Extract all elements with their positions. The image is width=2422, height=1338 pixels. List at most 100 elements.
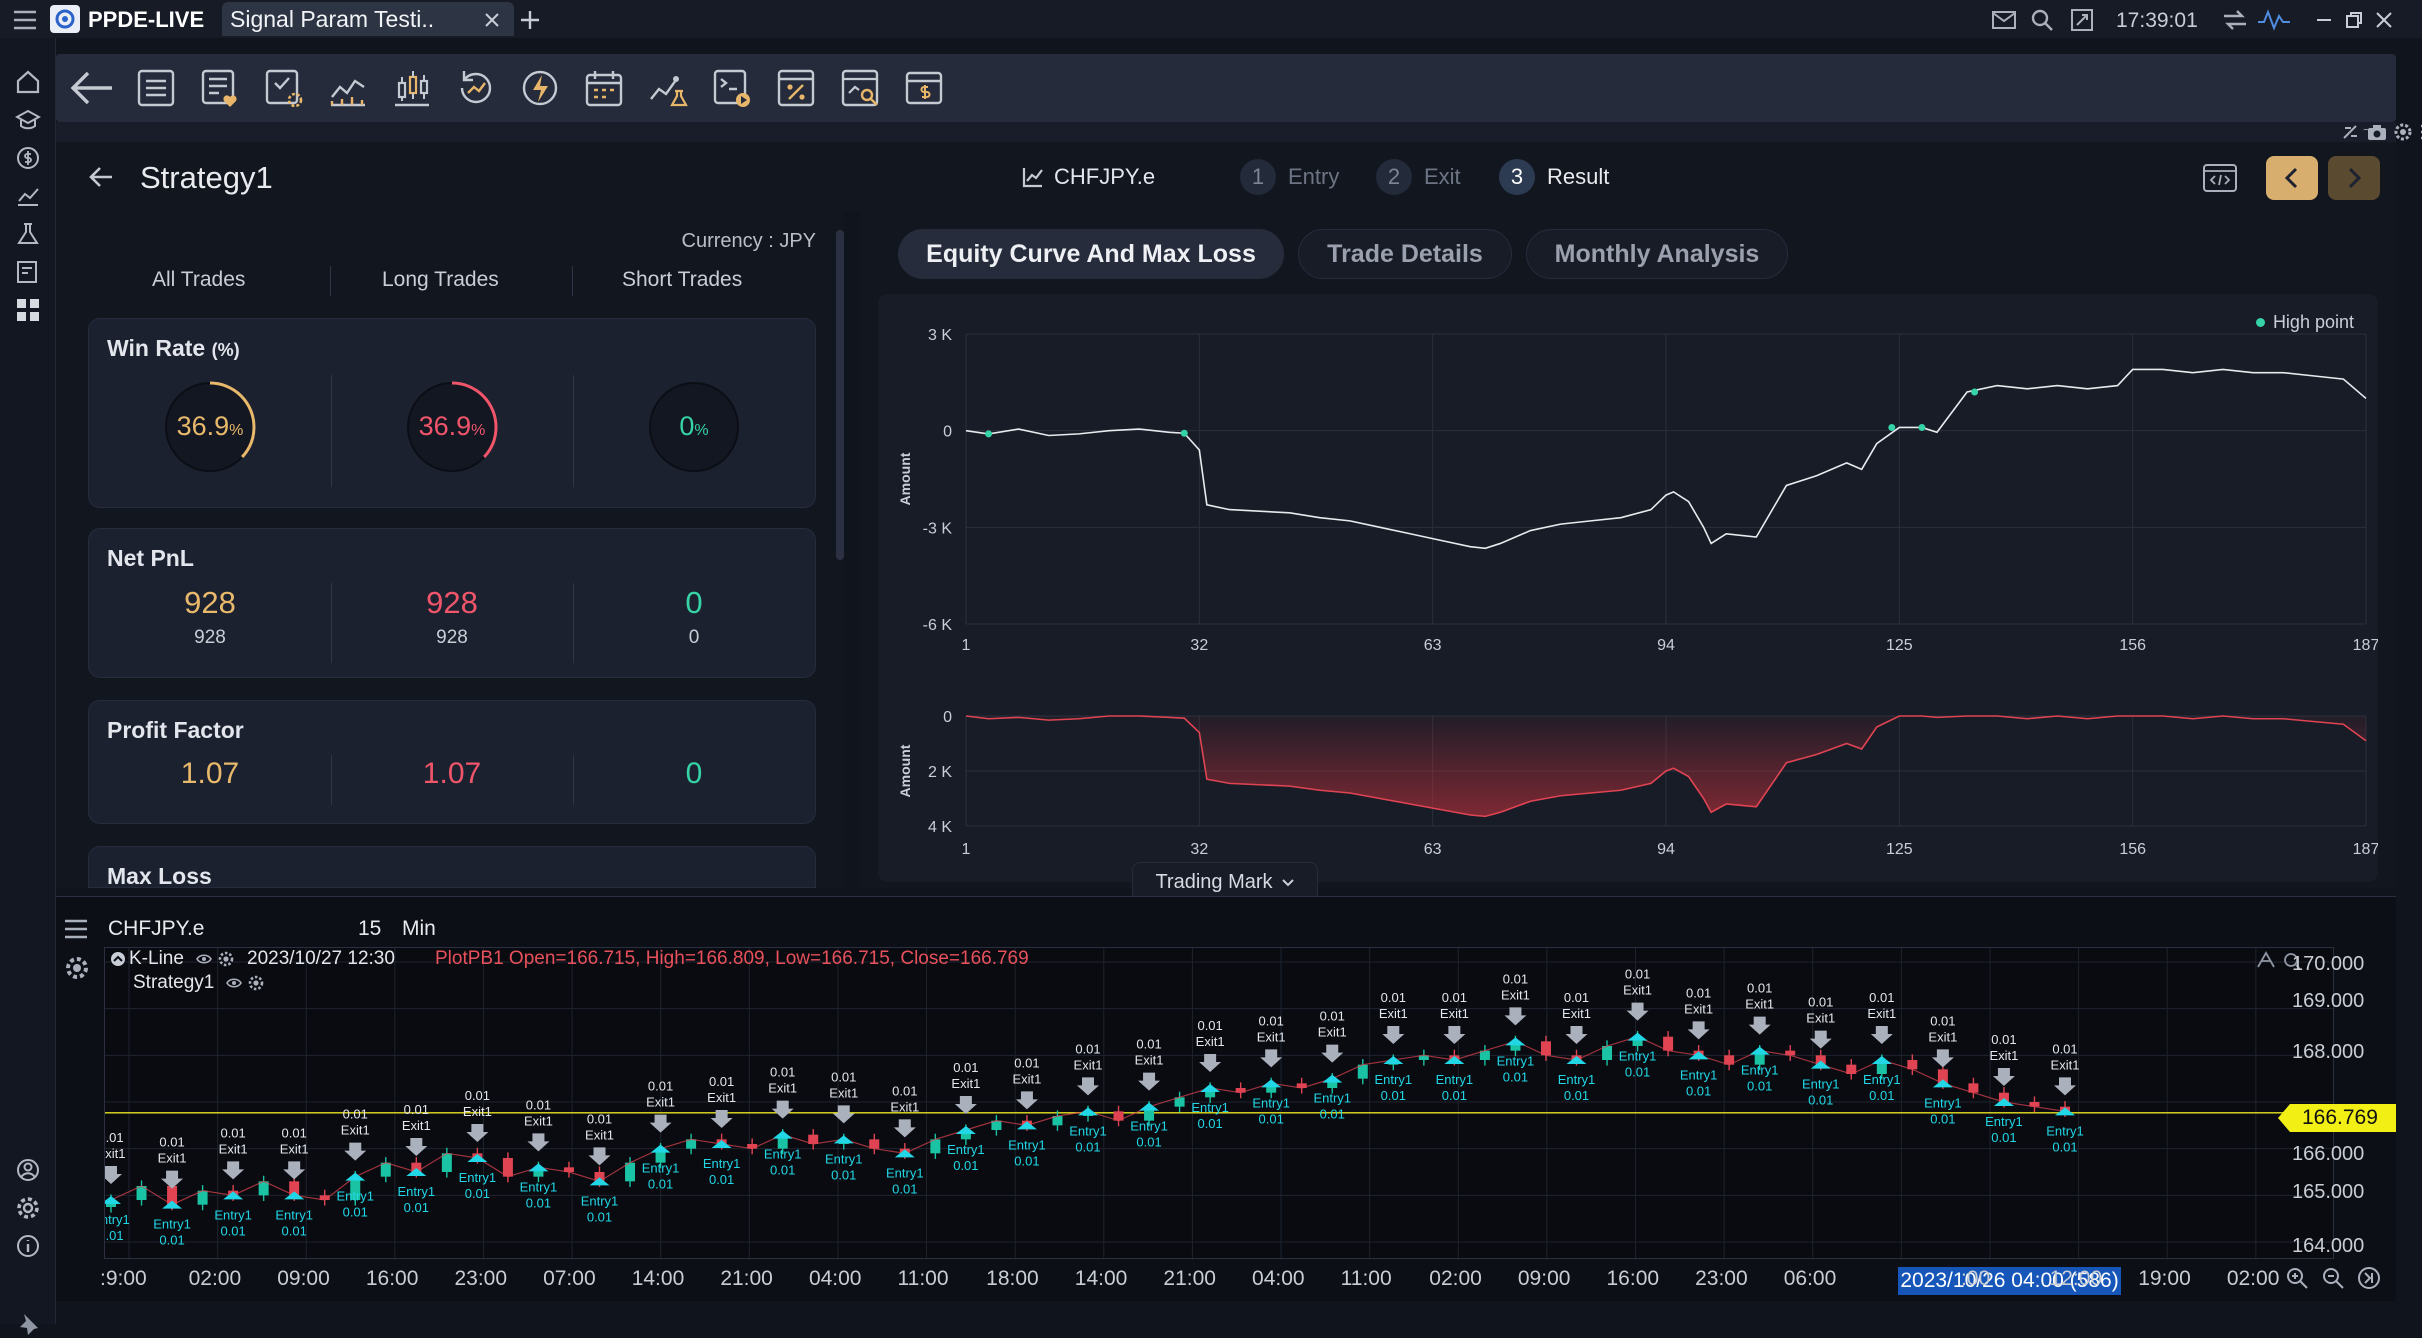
list-icon[interactable] [130, 62, 182, 114]
entry-arrow-mark [1016, 1121, 1037, 1130]
trading-mark-toggle[interactable]: Trading Mark [1132, 862, 1318, 902]
panel-menu-icon[interactable] [2418, 122, 2422, 142]
notes-icon[interactable] [14, 258, 42, 286]
connection-switch-icon[interactable] [2220, 7, 2250, 33]
trade-qty-label: 0.01 [1625, 1065, 1650, 1080]
trade-qty-label: 0.01 [1075, 1139, 1100, 1154]
billing-icon[interactable] [898, 62, 950, 114]
restore-icon[interactable] [2342, 10, 2366, 30]
indicator-visibility-icon[interactable] [195, 950, 213, 968]
col-header-long[interactable]: Long Trades [382, 268, 499, 291]
search-report-icon[interactable] [834, 62, 886, 114]
strategy-visibility-icon[interactable] [225, 974, 243, 992]
prev-step-button[interactable] [2266, 156, 2318, 200]
step-number: 3 [1499, 159, 1535, 195]
trade-qty-label: 0.01 [1136, 1037, 1161, 1052]
exit-arrow-mark [1321, 1044, 1344, 1063]
step-label: Entry [1288, 164, 1340, 189]
kline-settings-icon[interactable] [62, 953, 92, 983]
new-tab-icon[interactable] [516, 6, 544, 34]
analysis-lab-icon[interactable] [642, 62, 694, 114]
candlestick-icon[interactable] [386, 62, 438, 114]
line-chart-icon[interactable] [322, 62, 374, 114]
toggle-ai-icon[interactable] [2340, 122, 2362, 142]
quick-action-icon[interactable] [514, 62, 566, 114]
tab-signal-param[interactable]: Signal Param Testi.. [222, 2, 514, 36]
apps-icon[interactable] [14, 296, 42, 324]
kline-menu-icon[interactable] [62, 917, 90, 941]
zoom-in-icon[interactable] [2284, 1265, 2310, 1291]
settings-icon[interactable] [14, 1194, 42, 1222]
chevron-down-icon [1281, 878, 1295, 888]
account-icon[interactable] [14, 1156, 42, 1184]
trade-exit-label: Exit1 [707, 1090, 736, 1105]
back-icon[interactable] [86, 162, 116, 192]
next-step-button[interactable] [2328, 156, 2380, 200]
favorites-list-icon[interactable] [194, 62, 246, 114]
exit-arrow-mark [1931, 1049, 1954, 1068]
home-icon[interactable] [14, 68, 42, 96]
strategy-settings-icon[interactable] [258, 62, 310, 114]
col-header-short[interactable]: Short Trades [622, 268, 743, 291]
tab-monthly-analysis[interactable]: Monthly Analysis [1526, 229, 1788, 279]
mail-icon[interactable] [1990, 8, 2018, 32]
lock-scale-icon[interactable] [2281, 950, 2303, 970]
back-arrow-icon[interactable] [66, 62, 118, 114]
candle-body [1479, 1050, 1490, 1060]
tab-trade-details[interactable]: Trade Details [1298, 229, 1512, 279]
code-view-icon[interactable] [2200, 160, 2240, 196]
pin-icon[interactable] [14, 1310, 42, 1338]
pulse-icon[interactable] [2256, 7, 2292, 33]
kline-interval[interactable]: 15 [358, 917, 382, 940]
learn-icon[interactable] [14, 106, 42, 134]
trade-exit-label: Exit1 [1135, 1053, 1164, 1068]
kline-symbol[interactable]: CHFJPY.e [108, 917, 205, 940]
step-result[interactable]: 3 Result [1499, 158, 1609, 196]
zoom-out-icon[interactable] [2320, 1265, 2346, 1291]
exit-arrow-mark [1138, 1072, 1161, 1091]
camera-icon[interactable] [2366, 122, 2388, 142]
kline-chart-area[interactable]: 0.01Exit1Entry10.010.01Exit1Entry10.010.… [104, 947, 2335, 1260]
search-icon[interactable] [2028, 7, 2056, 33]
chart-icon[interactable] [14, 182, 42, 210]
indicator-settings-icon[interactable] [217, 950, 235, 968]
entry-arrow-mark [1505, 1037, 1526, 1046]
entry-arrow-mark [528, 1163, 549, 1172]
close-window-icon[interactable] [2372, 10, 2396, 30]
info-icon[interactable] [14, 1232, 42, 1260]
trade-qty-label: 0.01 [648, 1079, 673, 1094]
scroll-to-end-icon[interactable] [2356, 1265, 2382, 1291]
trade-qty-label: 0.01 [709, 1172, 734, 1187]
step-exit[interactable]: 2 Exit [1376, 158, 1461, 196]
trade-qty-label: 0.01 [526, 1097, 551, 1112]
finance-icon[interactable] [14, 144, 42, 172]
lab-icon[interactable] [14, 220, 42, 248]
history-icon[interactable] [450, 62, 502, 114]
kline-interval-unit[interactable]: Min [402, 917, 436, 940]
hamburger-menu-icon[interactable] [12, 8, 38, 32]
minimize-icon[interactable] [2312, 10, 2336, 30]
net-pnl-sub: 928 [436, 627, 468, 648]
script-run-icon[interactable] [706, 62, 758, 114]
close-tab-icon[interactable] [480, 8, 504, 32]
calendar-icon[interactable] [578, 62, 630, 114]
indicator-toggle-icon[interactable] [109, 950, 127, 968]
screen-capture-icon[interactable] [2068, 7, 2096, 33]
step-entry[interactable]: 1 Entry [1240, 158, 1339, 196]
tab-equity-curve[interactable]: Equity Curve And Max Loss [898, 229, 1284, 279]
col-header-all[interactable]: All Trades [152, 268, 246, 291]
time-axis[interactable]: :9:00 02:00 09:00 16:00 23:00 07:00 14:00 21:00… [100, 1259, 2284, 1295]
col-separator [573, 375, 574, 487]
trade-qty-label: 0.01 [1197, 1018, 1222, 1033]
candle-body [1998, 1092, 2009, 1102]
panel-settings-icon[interactable] [2392, 122, 2414, 142]
trade-qty-label: 0.01 [587, 1209, 612, 1224]
trade-qty-label: 0.01 [159, 1233, 184, 1248]
trade-qty-label: 0.01 [1381, 1088, 1406, 1103]
strategy-settings-small-icon[interactable] [247, 974, 265, 992]
auto-scale-icon[interactable] [2255, 950, 2277, 970]
panel-scrollbar[interactable] [836, 230, 844, 560]
percent-report-icon[interactable] [770, 62, 822, 114]
col-separator [573, 755, 574, 805]
trade-entry-label: Entry1 [825, 1151, 863, 1166]
